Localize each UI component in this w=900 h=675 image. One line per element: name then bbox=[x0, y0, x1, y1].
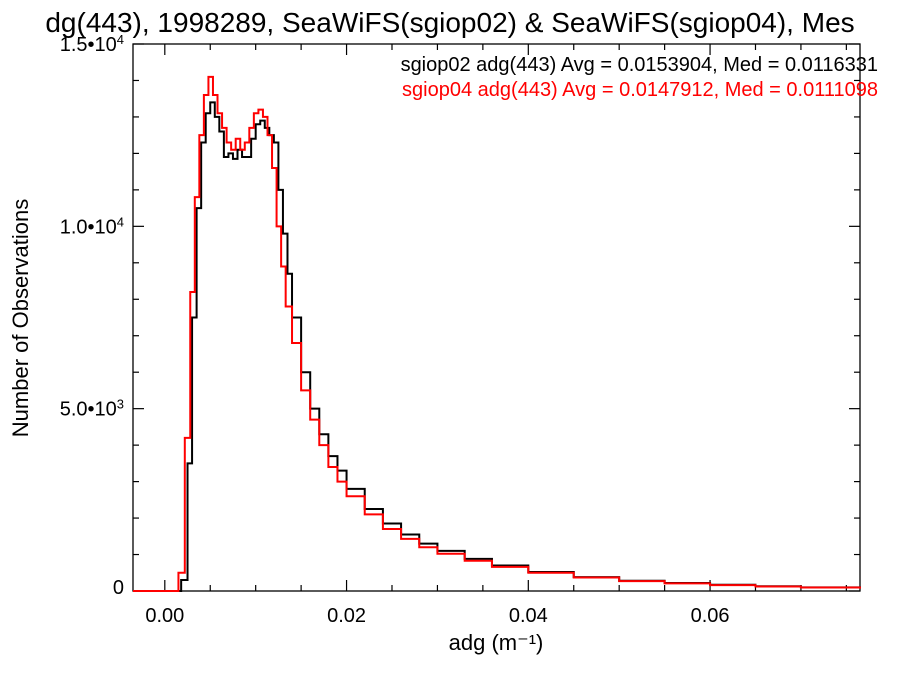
series-line-sgiop04 bbox=[133, 75, 861, 592]
x-tick-label: 0.04 bbox=[509, 605, 548, 627]
y-tick-label: 1.5•104 bbox=[60, 32, 124, 57]
x-tick-label: 0.06 bbox=[691, 605, 730, 627]
series-line-sgiop02 bbox=[133, 101, 861, 592]
chart-title: dg(443), 1998289, SeaWiFS(sgiop02) & Sea… bbox=[45, 7, 854, 38]
y-axis-label: Number of Observations bbox=[8, 199, 33, 437]
x-axis-label: adg (m⁻¹) bbox=[449, 630, 544, 655]
y-tick-label: 5.0•103 bbox=[60, 396, 124, 421]
x-tick-label: 0.02 bbox=[327, 605, 366, 627]
plot-frame bbox=[132, 43, 861, 592]
x-tick-label: 0.00 bbox=[145, 605, 184, 627]
y-tick-label: 1.0•104 bbox=[60, 214, 124, 239]
axis-ticks bbox=[133, 43, 860, 592]
tick-labels: 0.00 0.02 0.04 0.06 0 5.0•103 1.0•104 1.5•104 bbox=[60, 32, 730, 628]
y-tick-label: 0 bbox=[113, 577, 124, 599]
legend-entry-sgiop02: sgiop02 adg(443) Avg = 0.0153904, Med = … bbox=[401, 54, 878, 76]
series-layer bbox=[133, 75, 861, 592]
legend-entry-sgiop04: sgiop04 adg(443) Avg = 0.0147912, Med = … bbox=[402, 79, 878, 101]
